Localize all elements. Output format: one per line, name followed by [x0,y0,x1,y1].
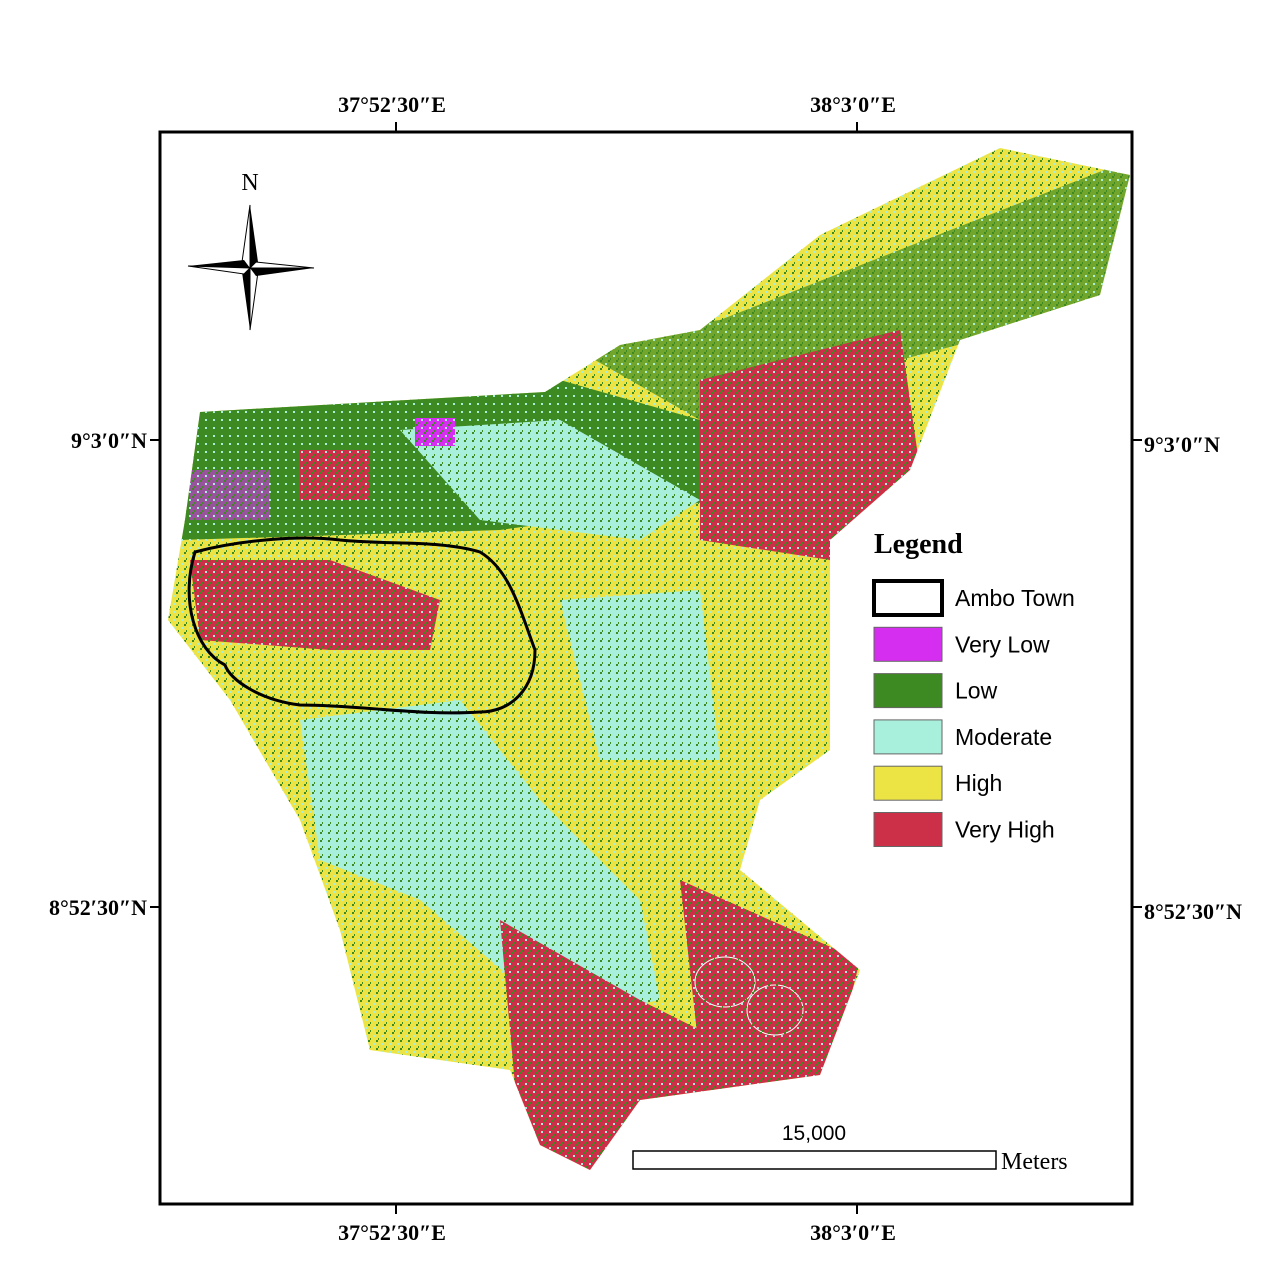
legend-label: Very High [955,817,1055,843]
longitude-label: 38°3′0″E [810,92,896,117]
latitude-label: 8°52′30″N [49,895,147,920]
legend: Legend Ambo Town Very Low Low Moderate High V… [872,529,1075,847]
north-arrow: N [187,170,315,331]
scale-label: 15,000 [782,1122,846,1145]
legend-label: Low [955,678,998,704]
latitude-label: 9°3′0″N [71,428,147,453]
legend-swatch [873,719,943,755]
longitude-label: 38°3′0″E [810,1220,896,1245]
scale-unit: Meters [1001,1149,1068,1175]
latitude-label: 9°3′0″N [1144,432,1220,457]
legend-swatch [873,626,943,662]
legend-swatch [873,765,943,801]
longitude-label: 37°52′30″E [338,92,446,117]
legend-swatch [873,812,943,847]
longitude-label: 37°52′30″E [338,1220,446,1245]
legend-label: Moderate [955,724,1052,750]
graticule: 37°52′30″E 37°52′30″E 38°3′0″E 38°3′0″E 9°3′… [49,92,1242,1245]
north-label: N [241,170,258,196]
latitude-label: 8°52′30″N [1144,899,1242,924]
scale-bar: 15,000 Meters [632,1122,1068,1175]
ambo-town-boundary [187,536,537,715]
legend-swatch [873,673,943,709]
suitability-raster [168,148,1130,1170]
legend-swatch [872,579,944,617]
map-frame [158,130,1134,1206]
legend-label: Very Low [955,631,1050,657]
legend-label: High [955,770,1002,796]
legend-title: Legend [874,529,963,560]
legend-label: Ambo Town [955,585,1075,611]
